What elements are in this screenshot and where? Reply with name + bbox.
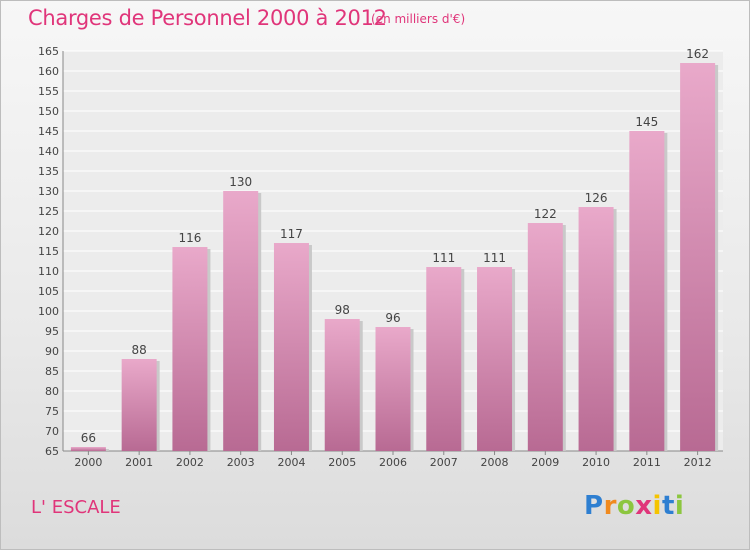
bar [121, 359, 157, 451]
bar-value-label: 162 [686, 47, 709, 61]
proxiti-logo: Proxiti [584, 491, 684, 521]
logo-letter: P [584, 491, 604, 521]
bar [375, 327, 411, 451]
bar [273, 243, 309, 451]
logo-letter: o [616, 491, 636, 521]
bar [426, 267, 462, 451]
x-tick-label: 2002 [176, 456, 204, 469]
bar [477, 267, 513, 451]
x-tick-label: 2001 [125, 456, 153, 469]
bar-value-label: 130 [229, 175, 252, 189]
x-tick-label: 2012 [684, 456, 712, 469]
bar [223, 191, 259, 451]
chart-title: Charges de Personnel 2000 à 2012 [28, 6, 387, 30]
y-tick-label: 100 [38, 305, 59, 318]
logo-letter: i [652, 491, 662, 521]
logo-letter: r [603, 491, 617, 521]
bar [629, 131, 665, 451]
logo-letter: i [674, 491, 685, 521]
y-tick-label: 70 [45, 425, 59, 438]
bar-value-label: 117 [280, 227, 303, 241]
logo-letter: t [661, 491, 675, 521]
y-tick-label: 90 [45, 345, 59, 358]
y-tick-label: 115 [38, 245, 59, 258]
y-tick-label: 110 [38, 265, 59, 278]
bar-value-label: 145 [635, 115, 658, 129]
y-tick-label: 120 [38, 225, 59, 238]
bar-value-label: 66 [81, 431, 96, 445]
x-tick-label: 2007 [430, 456, 458, 469]
bar [172, 247, 208, 451]
x-tick-label: 2004 [277, 456, 305, 469]
bar-value-label: 111 [483, 251, 506, 265]
x-tick-label: 2000 [74, 456, 102, 469]
y-tick-label: 160 [38, 65, 59, 78]
logo-letter: x [635, 491, 653, 521]
y-tick-label: 155 [38, 85, 59, 98]
y-tick-label: 145 [38, 125, 59, 138]
bar-value-label: 96 [385, 311, 400, 325]
x-tick-label: 2010 [582, 456, 610, 469]
bar [324, 319, 360, 451]
bar-value-label: 122 [534, 207, 557, 221]
bar-value-label: 88 [132, 343, 147, 357]
x-tick-label: 2005 [328, 456, 356, 469]
bar [680, 63, 716, 451]
y-tick-label: 125 [38, 205, 59, 218]
x-tick-label: 2006 [379, 456, 407, 469]
y-tick-label: 105 [38, 285, 59, 298]
y-tick-label: 95 [45, 325, 59, 338]
y-tick-label: 130 [38, 185, 59, 198]
bar [527, 223, 563, 451]
bar-value-label: 126 [585, 191, 608, 205]
bar [70, 447, 106, 451]
commune-name: L' ESCALE [31, 497, 121, 518]
y-tick-label: 80 [45, 385, 59, 398]
chart-subtitle: (en milliers d'€) [371, 12, 466, 26]
bar-value-label: 98 [335, 303, 350, 317]
y-tick-label: 85 [45, 365, 59, 378]
y-tick-label: 165 [38, 45, 59, 58]
x-tick-label: 2011 [633, 456, 661, 469]
y-tick-label: 75 [45, 405, 59, 418]
y-tick-label: 150 [38, 105, 59, 118]
bar-value-label: 111 [432, 251, 455, 265]
y-tick-label: 135 [38, 165, 59, 178]
y-tick-label: 140 [38, 145, 59, 158]
bar [578, 207, 614, 451]
x-tick-label: 2009 [531, 456, 559, 469]
bar-value-label: 116 [178, 231, 201, 245]
y-tick-label: 65 [45, 445, 59, 458]
x-tick-label: 2003 [227, 456, 255, 469]
x-tick-label: 2008 [481, 456, 509, 469]
